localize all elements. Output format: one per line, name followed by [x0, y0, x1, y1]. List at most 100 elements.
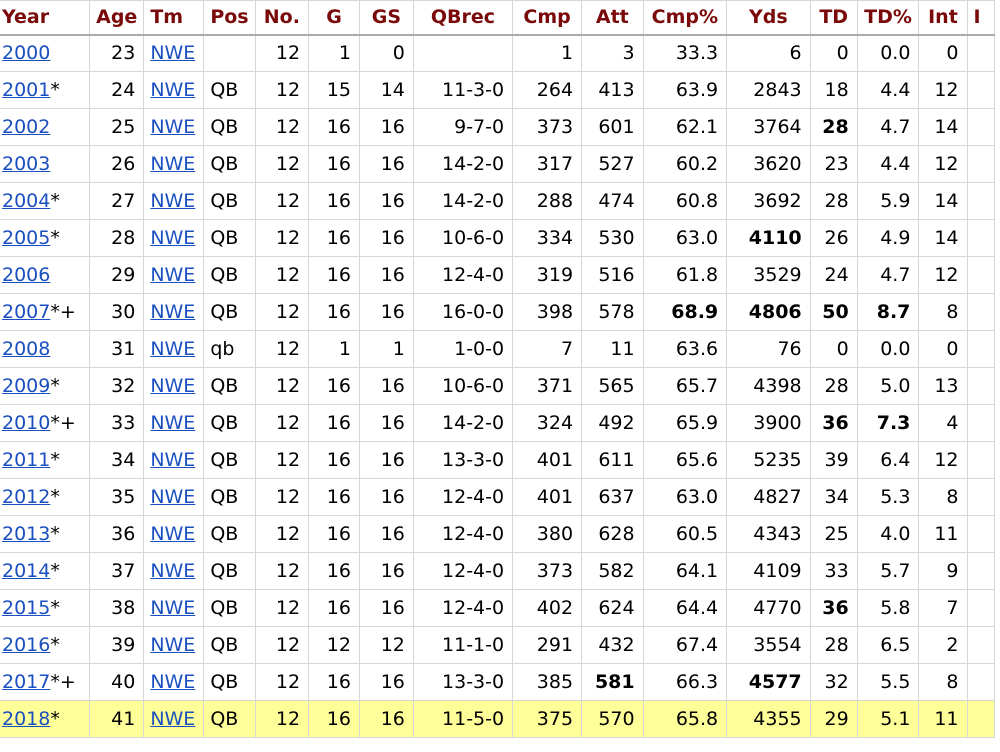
- year-link[interactable]: 2012: [2, 486, 51, 508]
- team-link[interactable]: NWE: [150, 523, 196, 545]
- col-header-yards[interactable]: Yds: [726, 0, 811, 36]
- completions-cell: 373: [512, 552, 583, 590]
- games-started-cell: 16: [358, 108, 414, 146]
- attempts-cell: 11: [581, 330, 644, 368]
- team-link[interactable]: NWE: [150, 116, 196, 138]
- completion-pct-cell: 66.3: [642, 663, 728, 701]
- col-header-games[interactable]: G: [308, 0, 360, 36]
- col-header-touchdowns[interactable]: TD: [809, 0, 858, 36]
- col-header-attempts[interactable]: Att: [581, 0, 644, 36]
- team-cell: NWE: [143, 145, 205, 183]
- year-link[interactable]: 2009: [2, 375, 51, 397]
- year-link[interactable]: 2018: [2, 708, 51, 730]
- award-marker: *: [50, 708, 60, 730]
- age-cell: 24: [89, 71, 145, 109]
- qb-record-cell: 14-2-0: [412, 182, 514, 220]
- team-link[interactable]: NWE: [150, 227, 196, 249]
- position-cell: QB: [203, 515, 256, 553]
- year-link[interactable]: 2001: [2, 79, 51, 101]
- team-link[interactable]: NWE: [150, 79, 196, 101]
- yards-cell: 76: [726, 330, 811, 368]
- col-header-number[interactable]: No.: [254, 0, 310, 36]
- col-header-completions[interactable]: Cmp: [512, 0, 583, 36]
- team-link[interactable]: NWE: [150, 338, 196, 360]
- yards-cell: 4770: [726, 589, 811, 627]
- team-link[interactable]: NWE: [150, 486, 196, 508]
- col-header-completion-pct[interactable]: Cmp%: [642, 0, 728, 36]
- games-cell: 16: [308, 478, 360, 516]
- col-header-team[interactable]: Tm: [143, 0, 205, 36]
- team-link[interactable]: NWE: [150, 708, 196, 730]
- td-pct-cell: 5.5: [856, 663, 920, 701]
- year-link[interactable]: 2014: [2, 560, 51, 582]
- team-link[interactable]: NWE: [150, 42, 196, 65]
- year-link[interactable]: 2005: [2, 227, 51, 249]
- team-link[interactable]: NWE: [150, 449, 196, 471]
- year-link[interactable]: 2003: [2, 153, 51, 175]
- year-link[interactable]: 2006: [2, 264, 51, 286]
- team-link[interactable]: NWE: [150, 375, 196, 397]
- interceptions-cell: 13: [918, 367, 968, 405]
- completions-cell: 324: [512, 404, 583, 442]
- year-link[interactable]: 2015: [2, 597, 51, 619]
- award-marker: *: [50, 486, 60, 508]
- games-started-cell: 16: [358, 552, 414, 590]
- year-link[interactable]: 2010: [2, 412, 51, 434]
- col-header-year[interactable]: Year: [0, 0, 91, 36]
- number-cell: 12: [254, 145, 310, 183]
- qb-record-cell: 12-4-0: [412, 515, 514, 553]
- team-link[interactable]: NWE: [150, 301, 196, 323]
- award-marker: *+: [50, 301, 76, 323]
- position-cell: QB: [203, 182, 256, 220]
- qb-record-cell: 14-2-0: [412, 145, 514, 183]
- attempts-cell: 570: [581, 700, 644, 738]
- team-link[interactable]: NWE: [150, 190, 196, 212]
- qb-record-cell: [412, 34, 514, 72]
- age-cell: 27: [89, 182, 145, 220]
- year-link[interactable]: 2007: [2, 301, 51, 323]
- col-header-td-pct[interactable]: TD%: [856, 0, 920, 36]
- team-cell: NWE: [143, 478, 205, 516]
- attempts-cell: 3: [581, 34, 644, 72]
- truncated-cell: [966, 256, 995, 294]
- team-link[interactable]: NWE: [150, 597, 196, 619]
- year-link[interactable]: 2013: [2, 523, 51, 545]
- year-link[interactable]: 2004: [2, 190, 51, 212]
- yards-cell: 3529: [726, 256, 811, 294]
- award-marker: *: [50, 634, 60, 656]
- age-cell: 29: [89, 256, 145, 294]
- td-pct-cell: 4.4: [856, 145, 920, 183]
- team-cell: NWE: [143, 700, 205, 738]
- year-link[interactable]: 2008: [2, 338, 51, 360]
- col-header-games-started[interactable]: GS: [358, 0, 414, 36]
- year-link[interactable]: 2017: [2, 671, 51, 693]
- col-header-age[interactable]: Age: [89, 0, 145, 36]
- team-link[interactable]: NWE: [150, 634, 196, 656]
- team-link[interactable]: NWE: [150, 153, 196, 175]
- number-cell: 12: [254, 626, 310, 664]
- td-pct-cell: 0.0: [856, 330, 920, 368]
- team-link[interactable]: NWE: [150, 671, 196, 693]
- col-header-qb-record[interactable]: QBrec: [412, 0, 514, 36]
- team-link[interactable]: NWE: [150, 412, 196, 434]
- col-header-position[interactable]: Pos: [203, 0, 256, 36]
- year-link[interactable]: 2016: [2, 634, 51, 656]
- col-header-truncated[interactable]: I: [966, 0, 995, 36]
- completions-cell: 385: [512, 663, 583, 701]
- touchdowns-cell: 36: [809, 404, 858, 442]
- games-cell: 1: [308, 330, 360, 368]
- yards-cell: 4398: [726, 367, 811, 405]
- table-row: 2002 25 NWE QB 12 16 16 9-7-0 373 601 62.1 3764 28 4.…: [0, 108, 995, 146]
- td-pct-cell: 5.7: [856, 552, 920, 590]
- col-header-interceptions[interactable]: Int: [918, 0, 968, 36]
- year-cell: 2015*: [0, 589, 91, 627]
- qb-record-cell: 10-6-0: [412, 219, 514, 257]
- age-cell: 26: [89, 145, 145, 183]
- year-link[interactable]: 2002: [2, 116, 51, 138]
- interceptions-cell: 14: [918, 182, 968, 220]
- year-link[interactable]: 2000: [2, 42, 51, 65]
- award-marker: *: [50, 597, 60, 619]
- team-link[interactable]: NWE: [150, 560, 196, 582]
- year-link[interactable]: 2011: [2, 449, 51, 471]
- team-link[interactable]: NWE: [150, 264, 196, 286]
